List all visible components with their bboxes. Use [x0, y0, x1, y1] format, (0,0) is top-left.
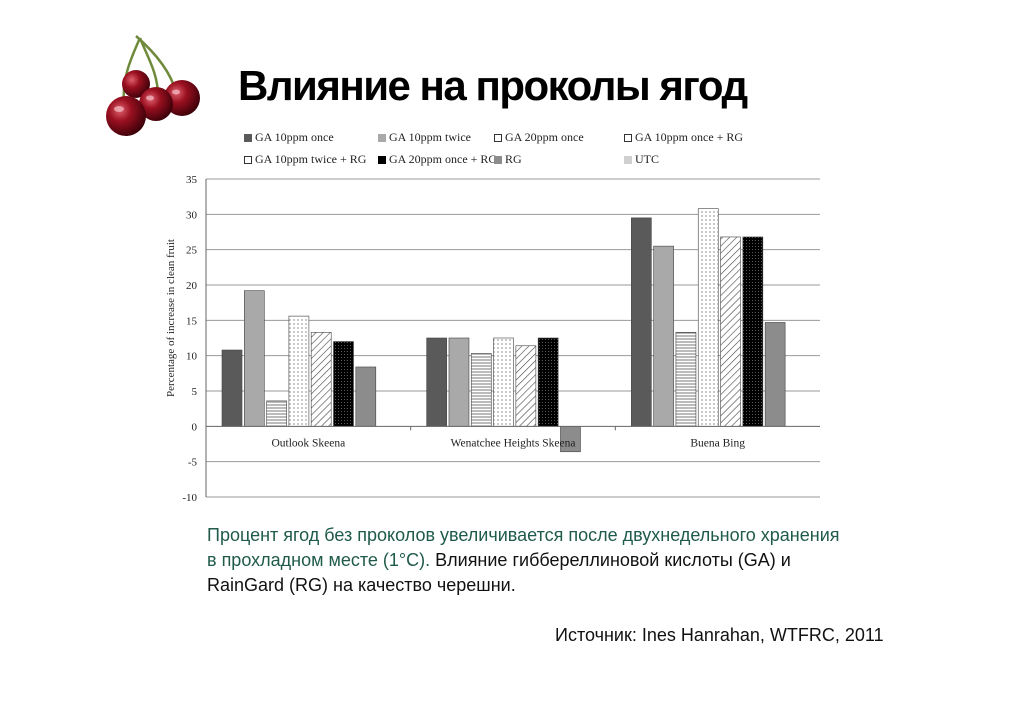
- legend-label: GA 20ppm once: [505, 130, 584, 144]
- chart-caption: Процент ягод без проколов увеличивается …: [207, 523, 847, 598]
- bar-buena-bing-ga-10ppm-once: [631, 217, 652, 427]
- bar-outlook-skeena-ga-10ppm-once: [221, 349, 243, 427]
- bar-wenatchee-heights-skeena-ga-10ppm-twice-rg: [515, 345, 537, 427]
- legend-swatch: [244, 155, 252, 164]
- legend-item-ga-20ppm-once: GA 20ppm once: [494, 130, 584, 145]
- y-tick-label: 35: [186, 174, 198, 186]
- bar-buena-bing-ga-10ppm-once-rg: [697, 208, 719, 427]
- legend-item-ga-10ppm-twice: GA 10ppm twice: [378, 130, 471, 145]
- legend-label: GA 10ppm twice + RG: [255, 152, 367, 166]
- legend-item-utc: UTC: [624, 152, 659, 167]
- bar-buena-bing-rg: [764, 322, 786, 427]
- legend-label: UTC: [635, 152, 659, 166]
- bar-wenatchee-heights-skeena-ga-20ppm-once-rg: [537, 337, 559, 427]
- y-tick-label: 0: [192, 421, 198, 433]
- chart-legend: GA 10ppm once GA 10ppm twice GA 20ppm once…: [244, 130, 844, 170]
- y-tick-label: 20: [186, 280, 198, 292]
- y-tick-label: 15: [186, 315, 198, 327]
- bar-outlook-skeena-ga-20ppm-once-rg: [333, 341, 354, 427]
- bar-outlook-skeena-ga-10ppm-twice-rg: [310, 332, 332, 427]
- bar-outlook-skeena-ga-10ppm-twice: [244, 290, 265, 427]
- bar-outlook-skeena-rg: [355, 366, 377, 427]
- legend-item-ga-10ppm-twice-rg: GA 10ppm twice + RG: [244, 152, 366, 167]
- legend-swatch: [244, 133, 252, 142]
- legend-item-ga-10ppm-once: GA 10ppm once: [244, 130, 334, 145]
- legend-swatch: [378, 155, 386, 164]
- page-title: Влияние на проколы ягод: [238, 62, 748, 109]
- y-tick-label: 25: [186, 245, 198, 257]
- legend-swatch: [494, 133, 502, 142]
- y-tick-label: -10: [182, 492, 197, 504]
- bar-outlook-skeena-ga-20ppm-once: [266, 400, 287, 427]
- y-tick-label: 5: [192, 386, 198, 398]
- legend-label: GA 10ppm once + RG: [635, 130, 744, 144]
- y-axis-label: Percentage of increase in clean fruit: [165, 239, 177, 397]
- bar-wenatchee-heights-skeena-ga-20ppm-once: [470, 353, 492, 427]
- legend-label: GA 20ppm once + RG: [389, 152, 498, 166]
- cherries-icon: [106, 35, 200, 136]
- y-tick-label: 10: [186, 351, 198, 363]
- bar-buena-bing-ga-20ppm-once-rg: [742, 236, 764, 427]
- caption-rest: Влияние гиббереллиновой кислоты (GA) и R…: [207, 550, 791, 595]
- bar-buena-bing-ga-20ppm-once: [675, 332, 697, 427]
- x-category-label: Wenatchee Heights Skeena: [451, 437, 576, 449]
- bar-buena-bing-ga-10ppm-twice-rg: [720, 236, 741, 427]
- legend-item-rg: RG: [494, 152, 522, 167]
- x-category-label: Outlook Skeena: [271, 437, 345, 449]
- bar-wenatchee-heights-skeena-ga-10ppm-twice: [448, 337, 470, 427]
- legend-swatch: [624, 155, 632, 164]
- y-tick-label: -5: [188, 457, 198, 469]
- legend-item-ga-20ppm-once-rg: GA 20ppm once + RG: [378, 152, 497, 167]
- source-citation: Источник: Ines Hanrahan, WTFRC, 2011: [555, 625, 884, 645]
- legend-swatch: [624, 133, 632, 142]
- y-tick-label: 30: [186, 209, 198, 221]
- legend-swatch: [378, 133, 386, 142]
- bar-wenatchee-heights-skeena-ga-10ppm-once-rg: [493, 337, 514, 427]
- bar-buena-bing-ga-10ppm-twice: [653, 245, 674, 427]
- bar-outlook-skeena-ga-10ppm-once-rg: [288, 315, 310, 427]
- x-category-label: Buena Bing: [690, 437, 745, 449]
- bar-wenatchee-heights-skeena-ga-10ppm-once: [426, 337, 447, 427]
- caption-lead: Процент ягод без проколов увеличивается …: [207, 525, 840, 570]
- legend-item-ga-10ppm-once-rg: GA 10ppm once + RG: [624, 130, 743, 145]
- legend-label: GA 10ppm twice: [389, 130, 471, 144]
- legend-swatch: [494, 155, 502, 164]
- legend-label: GA 10ppm once: [255, 130, 334, 144]
- legend-label: RG: [505, 152, 522, 166]
- bar-chart: 35 30 25 20 15 10 5 0 -5 -10 Outlook Skeena Wenatch…: [165, 174, 820, 504]
